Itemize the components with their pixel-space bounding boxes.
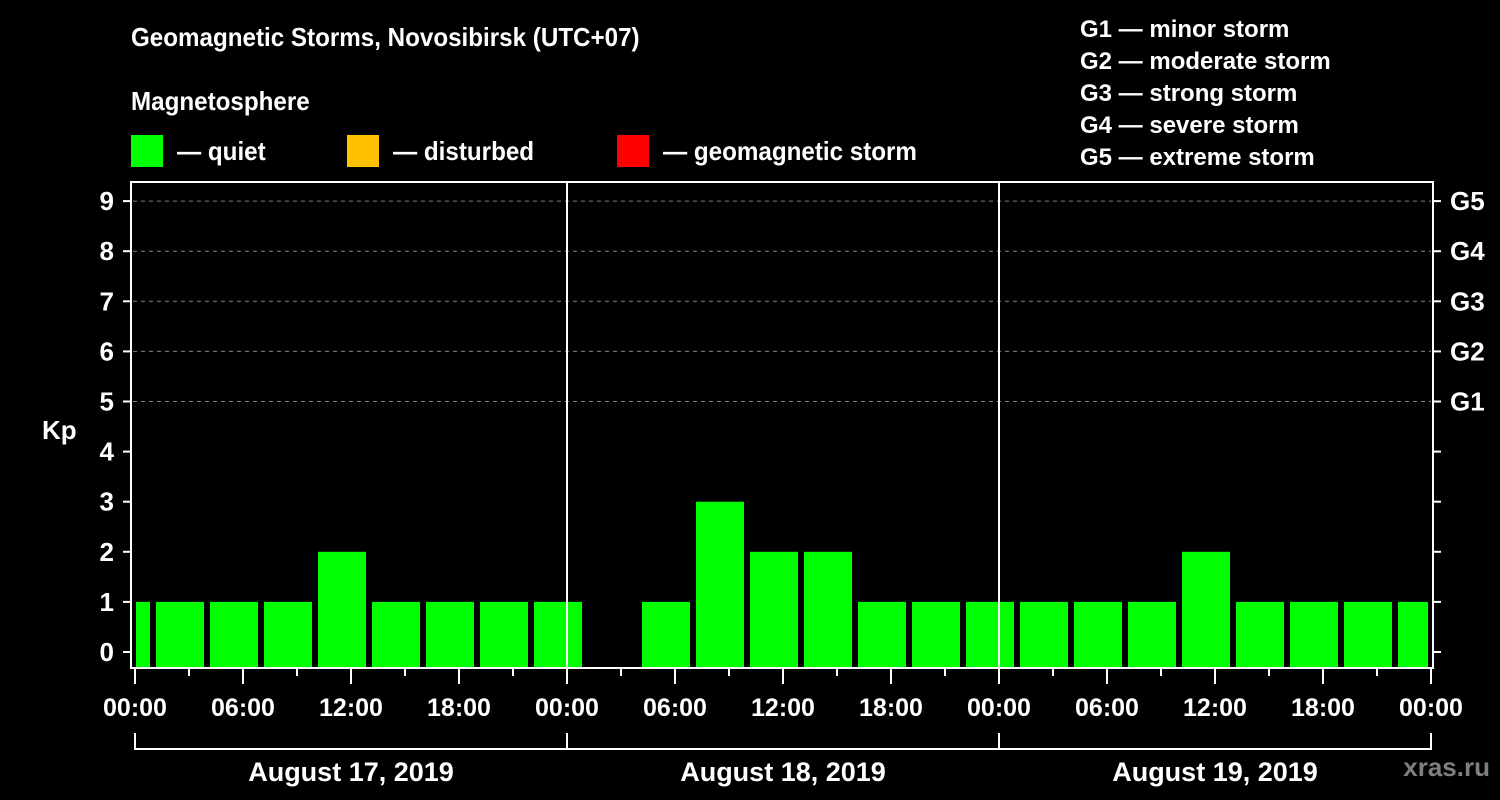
kp-bar <box>1020 601 1068 667</box>
legend-label-disturbed: — disturbed <box>393 135 535 166</box>
kp-bar <box>1128 601 1176 667</box>
kp-bar <box>1344 601 1392 667</box>
g-scale-label: G5 <box>1450 186 1485 216</box>
x-tick-label: 06:00 <box>643 694 707 722</box>
kp-bar <box>318 551 366 667</box>
g-scale-label: G2 <box>1450 336 1485 366</box>
x-tick-label: 06:00 <box>1075 694 1139 722</box>
legend-label-quiet: — quiet <box>177 135 266 166</box>
x-tick-label: 00:00 <box>1399 694 1463 722</box>
kp-bar <box>912 601 960 667</box>
g-scale-label: G4 <box>1450 236 1485 266</box>
legend-swatch-quiet <box>131 135 163 167</box>
y-tick-label: 1 <box>100 587 114 617</box>
kp-bar <box>966 601 1014 667</box>
kp-bar <box>1398 601 1428 667</box>
x-tick-label: 00:00 <box>535 694 599 722</box>
kp-bar <box>858 601 906 667</box>
y-tick-label: 9 <box>100 186 114 216</box>
storm-scale-g4: G4 — severe storm <box>1080 112 1299 139</box>
y-tick-label: 8 <box>100 236 114 266</box>
legend-item-storm: — geomagnetic storm <box>617 134 936 168</box>
kp-bar <box>696 501 744 667</box>
y-tick-label: 3 <box>100 487 114 517</box>
storm-scale-g3: G3 — strong storm <box>1080 80 1298 107</box>
kp-bar <box>136 601 150 667</box>
chart-title: Geomagnetic Storms, Novosibirsk (UTC+07) <box>131 22 640 52</box>
y-tick-label: 5 <box>100 387 114 417</box>
kp-bar <box>264 601 312 667</box>
kp-bar <box>534 601 582 667</box>
watermark: xras.ru <box>1403 752 1490 782</box>
storm-scale-g1: G1 — minor storm <box>1080 16 1290 43</box>
legend-item-quiet: — quiet <box>131 134 272 168</box>
x-tick-label: 06:00 <box>211 694 275 722</box>
x-tick-label: 18:00 <box>427 694 491 722</box>
storm-scale-g5: G5 — extreme storm <box>1080 144 1315 171</box>
x-tick-label: 18:00 <box>859 694 923 722</box>
date-label: August 19, 2019 <box>1112 757 1318 787</box>
legend-item-disturbed: — disturbed <box>347 134 545 168</box>
kp-bar <box>1290 601 1338 667</box>
y-tick-label: 2 <box>100 537 114 567</box>
y-tick-label: 6 <box>100 336 114 366</box>
x-tick-label: 12:00 <box>1183 694 1247 722</box>
storm-scale-g2: G2 — moderate storm <box>1080 48 1331 75</box>
kp-bar <box>480 601 528 667</box>
y-tick-label: 7 <box>100 286 114 316</box>
x-tick-label: 12:00 <box>319 694 383 722</box>
x-tick-label: 00:00 <box>967 694 1031 722</box>
kp-bar <box>1236 601 1284 667</box>
kp-bar <box>1074 601 1122 667</box>
kp-bar <box>750 551 798 667</box>
kp-bar <box>426 601 474 667</box>
legend-swatch-disturbed <box>347 135 379 167</box>
kp-bar <box>1182 551 1230 667</box>
kp-bar <box>642 601 690 667</box>
g-scale-label: G1 <box>1450 387 1485 417</box>
g-scale-label: G3 <box>1450 286 1485 316</box>
y-axis-label: Kp <box>42 415 77 445</box>
date-label: August 17, 2019 <box>248 757 454 787</box>
storm-scale-legend: G1 — minor storm G2 — moderate storm G3 … <box>1080 14 1331 174</box>
kp-bar <box>804 551 852 667</box>
y-tick-label: 4 <box>100 437 115 467</box>
x-tick-label: 18:00 <box>1291 694 1355 722</box>
x-tick-label: 00:00 <box>103 694 167 722</box>
y-tick-label: 0 <box>100 637 114 667</box>
kp-bar <box>156 601 204 667</box>
kp-bar <box>210 601 258 667</box>
legend-label-storm: — geomagnetic storm <box>663 135 917 166</box>
x-tick-label: 12:00 <box>751 694 815 722</box>
kp-bar <box>372 601 420 667</box>
legend-swatch-storm <box>617 135 649 167</box>
date-label: August 18, 2019 <box>680 757 886 787</box>
chart-subtitle: Magnetosphere <box>131 86 310 116</box>
